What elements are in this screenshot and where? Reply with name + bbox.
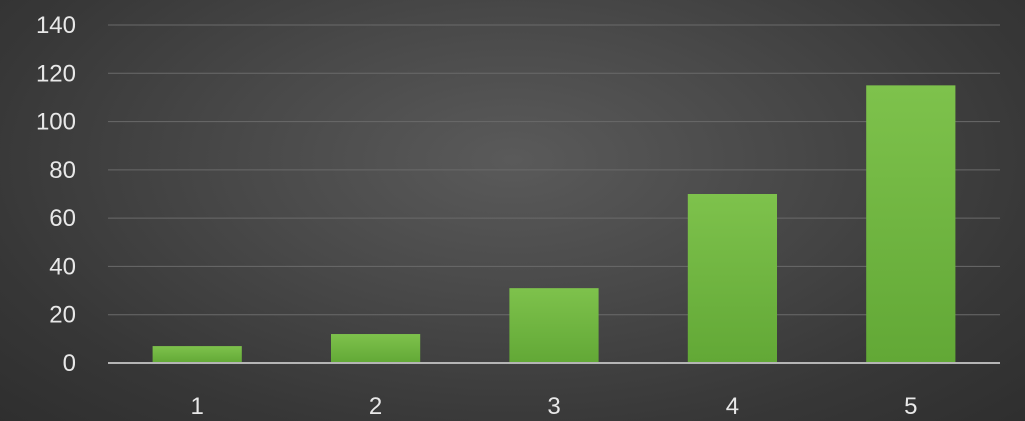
bars: [152, 85, 956, 363]
y-tick-label: 40: [49, 253, 76, 280]
x-tick-label: 5: [904, 393, 917, 420]
y-tick-label: 80: [49, 157, 76, 184]
x-tick-label: 1: [191, 393, 204, 420]
bar-1: [152, 346, 242, 363]
y-tick-label: 100: [36, 109, 76, 136]
gridlines: [108, 24, 1000, 316]
y-tick-label: 140: [36, 12, 76, 39]
y-tick-label: 60: [49, 205, 76, 232]
x-tick-label: 3: [547, 393, 560, 420]
bar-5: [866, 85, 956, 363]
x-tick-label: 4: [726, 393, 739, 420]
bar-3: [509, 288, 599, 363]
y-tick-label: 0: [63, 350, 76, 377]
y-tick-label: 120: [36, 60, 76, 87]
x-axis-tick-labels: 1 2 3 4 5: [191, 393, 918, 420]
x-tick-label: 2: [369, 393, 382, 420]
bar-4: [687, 194, 777, 363]
bar-2: [331, 334, 421, 363]
y-tick-label: 20: [49, 302, 76, 329]
y-axis-tick-labels: 0 20 40 60 80 100 120 140: [36, 12, 76, 377]
